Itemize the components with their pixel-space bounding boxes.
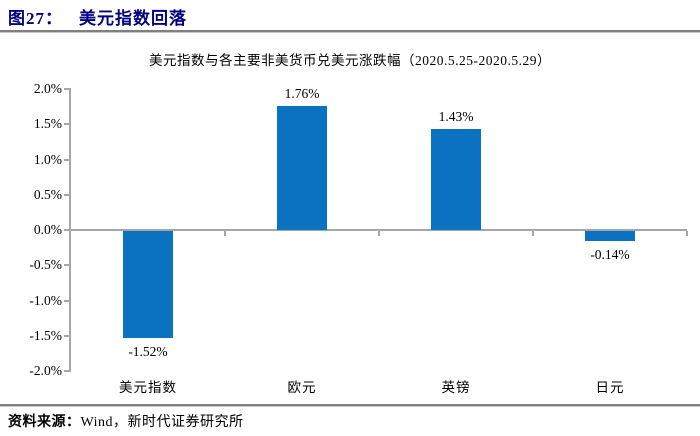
y-tick-label: 1.0%	[33, 151, 62, 167]
y-tick	[64, 88, 69, 90]
source-line: 资料来源：Wind，新时代证券研究所	[8, 411, 244, 431]
chart-title: 美元指数与各主要非美货币兑美元涨跌幅（2020.5.25-2020.5.29）	[149, 53, 551, 68]
y-tick-label: -1.0%	[29, 292, 62, 308]
figure-title: 美元指数回落	[79, 9, 187, 28]
y-tick	[64, 264, 69, 267]
x-category-label: 日元	[595, 380, 625, 395]
y-tick	[64, 334, 69, 337]
bar-value-label: 1.76%	[284, 85, 320, 101]
bar	[431, 129, 481, 230]
y-tick	[64, 299, 69, 302]
bar	[277, 105, 327, 230]
y-tick	[64, 370, 69, 372]
plot-area: -1.52% 1.76% 1.43% -0.14%	[64, 85, 688, 372]
category-boundary-tick	[224, 231, 226, 236]
figure-number: 图27：	[8, 9, 63, 28]
y-tick	[64, 123, 69, 126]
source-label: 资料来源：	[8, 415, 81, 430]
y-tick	[64, 193, 69, 196]
figure-header: 图27： 美元指数回落	[8, 4, 187, 29]
header-divider	[0, 30, 700, 33]
y-tick	[64, 229, 69, 231]
source-text: Wind，新时代证券研究所	[80, 415, 244, 430]
zero-baseline	[71, 229, 687, 231]
category-boundary-tick	[686, 231, 688, 236]
x-axis-labels: 美元指数 欧元 英镑 日元	[71, 379, 687, 397]
y-tick-label: -2.0%	[29, 363, 62, 378]
y-axis-line	[69, 88, 71, 372]
bar	[123, 231, 173, 339]
bar-value-label: 1.43%	[438, 109, 474, 125]
bar	[585, 231, 635, 241]
y-tick	[64, 158, 69, 161]
bar-value-label: -1.52%	[128, 344, 168, 360]
x-category-label: 美元指数	[119, 380, 177, 395]
y-axis-labels: 2.0% 1.5% 1.0% 0.5% 0.0% -0.5% -1.0% -1.5% -2.0%	[0, 81, 62, 378]
y-tick-label: -1.5%	[29, 327, 62, 343]
category-boundary-tick	[532, 231, 534, 236]
y-tick-label: -0.5%	[29, 257, 62, 273]
y-tick-label: 0.0%	[33, 222, 62, 237]
y-tick-label: 2.0%	[33, 81, 62, 96]
category-boundary-tick	[378, 231, 380, 236]
y-tick-label: 1.5%	[33, 116, 62, 132]
y-tick-label: 0.5%	[33, 186, 62, 202]
x-category-label: 欧元	[287, 380, 317, 395]
x-category-label: 英镑	[441, 380, 471, 395]
footer-divider	[0, 404, 700, 407]
bar-value-label: -0.14%	[590, 246, 630, 262]
